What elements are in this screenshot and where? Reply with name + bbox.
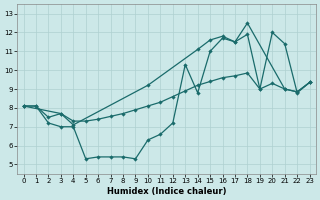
X-axis label: Humidex (Indice chaleur): Humidex (Indice chaleur)	[107, 187, 226, 196]
